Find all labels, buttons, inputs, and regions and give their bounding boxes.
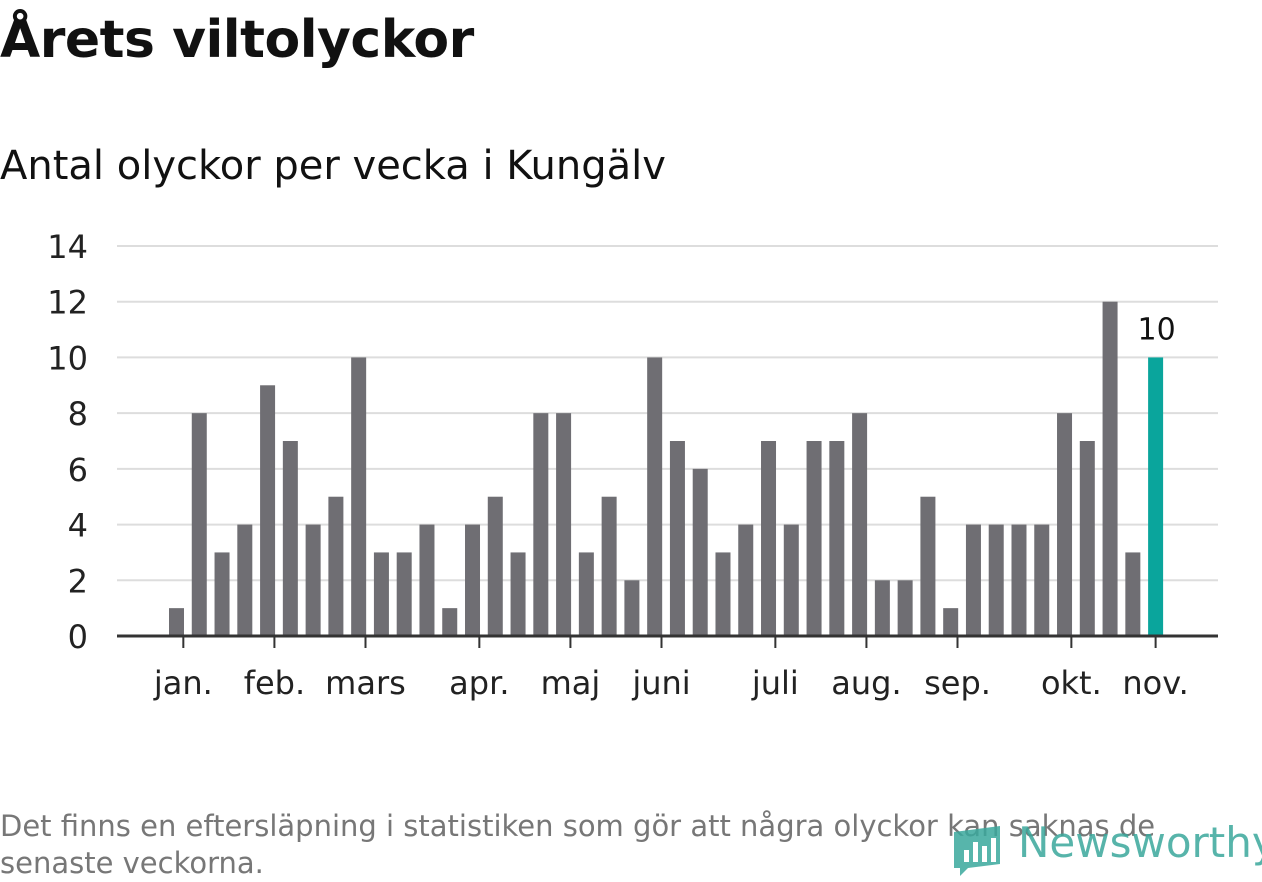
bar [715, 552, 731, 636]
x-tick-label: apr. [449, 664, 509, 702]
y-tick-label: 4 [68, 507, 88, 545]
bar [169, 608, 184, 636]
x-tick-label: maj [541, 664, 601, 702]
bar [897, 580, 913, 636]
bar [373, 552, 389, 636]
bar [351, 357, 367, 636]
bar [920, 496, 936, 636]
x-tick-label: feb. [244, 664, 305, 702]
bar [578, 552, 594, 636]
bar [647, 357, 663, 636]
bar [943, 608, 959, 636]
bar [601, 496, 617, 636]
bar [214, 552, 230, 636]
logo-text: Newsworthy [1018, 818, 1262, 867]
newsworthy-logo: Newsworthy [950, 818, 1262, 878]
x-tick-label: nov. [1122, 664, 1188, 702]
x-tick-label: jan. [153, 664, 213, 702]
x-tick-label: juli [751, 664, 799, 702]
bar [282, 441, 298, 636]
bar [260, 385, 276, 636]
bar [1125, 552, 1141, 636]
bar [738, 524, 754, 636]
x-tick-label: sep. [924, 664, 991, 702]
bar [487, 496, 503, 636]
bar [783, 524, 799, 636]
y-tick-label: 12 [47, 284, 88, 322]
bar [624, 580, 640, 636]
bar [1011, 524, 1027, 636]
bar [761, 441, 777, 636]
bar [556, 413, 572, 636]
y-tick-label: 6 [68, 451, 88, 489]
newsworthy-logo-icon [954, 826, 1000, 876]
bar [988, 524, 1004, 636]
x-tick-label: juni [631, 664, 690, 702]
footnote: Det finns en eftersläpning i statistiken… [0, 809, 1156, 880]
bar [533, 413, 549, 636]
bar [965, 524, 981, 636]
highlight-bar [1148, 357, 1164, 636]
x-tick-label: aug. [831, 664, 901, 702]
y-tick-label: 0 [68, 618, 88, 656]
bar [442, 608, 458, 636]
x-tick-label: mars [325, 664, 406, 702]
bar [1102, 301, 1118, 636]
y-tick-label: 14 [47, 228, 88, 266]
data-label: 10 [1138, 312, 1176, 347]
bar [510, 552, 526, 636]
bar [669, 441, 685, 636]
chart-title: Årets viltolyckor [0, 10, 474, 70]
bar [305, 524, 321, 636]
bar [874, 580, 890, 636]
bar [419, 524, 435, 636]
bar [806, 441, 822, 636]
bar [237, 524, 253, 636]
y-tick-label: 2 [68, 562, 88, 600]
x-tick-label: okt. [1041, 664, 1102, 702]
bar [396, 552, 412, 636]
bar [692, 468, 708, 636]
bar [829, 441, 845, 636]
bar [1079, 441, 1095, 636]
bar [1034, 524, 1050, 636]
bar [1057, 413, 1073, 636]
bar [328, 496, 344, 636]
y-tick-label: 8 [68, 395, 88, 433]
bar [191, 413, 207, 636]
bar [465, 524, 481, 636]
bar [852, 413, 868, 636]
chart-subtitle: Antal olyckor per vecka i Kungälv [0, 143, 666, 189]
y-tick-label: 10 [47, 339, 88, 377]
